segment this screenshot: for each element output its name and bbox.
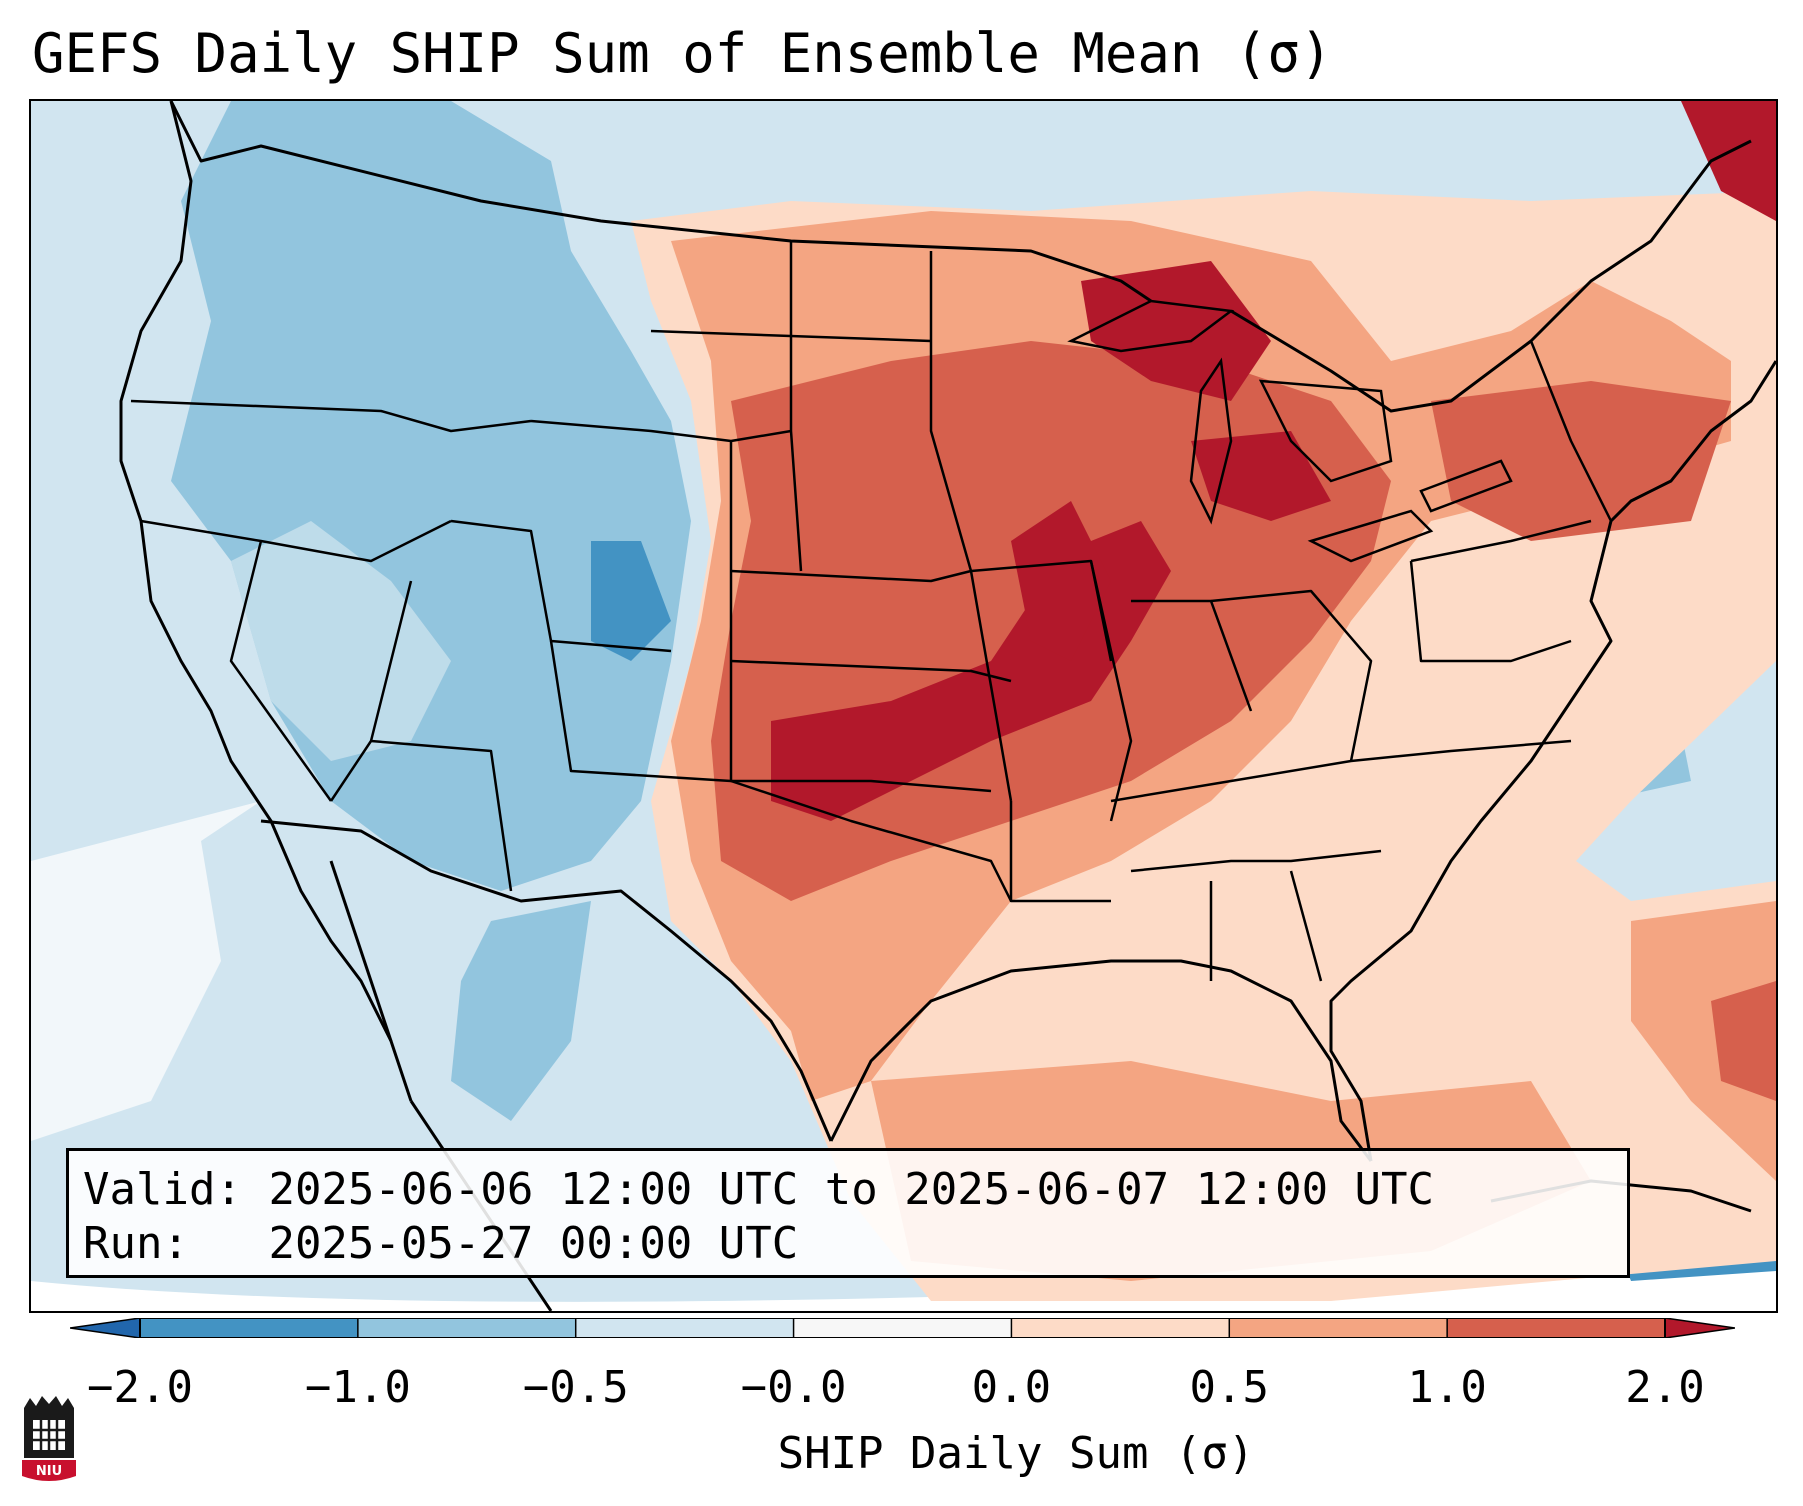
gulf-coastline bbox=[829, 959, 1373, 1162]
colorbar-bin bbox=[1011, 1318, 1230, 1338]
state-line-az bbox=[370, 739, 513, 892]
map-panel bbox=[29, 99, 1778, 1313]
valid-row: Valid: 2025-06-06 12:00 UTC to 2025-06-0… bbox=[83, 1163, 1627, 1217]
colorbar-tick-label: 1.0 bbox=[1407, 1362, 1487, 1413]
colorbar-tick-label: −2.0 bbox=[87, 1362, 193, 1413]
lake-michigan-outline bbox=[1189, 357, 1233, 525]
colorbar-tick-label: −0.0 bbox=[740, 1362, 847, 1413]
colorbar-tick-label: −1.0 bbox=[304, 1362, 411, 1413]
quebec-max-region bbox=[1681, 101, 1776, 221]
run-value: 2025-05-27 00:00 UTC bbox=[268, 1218, 799, 1269]
state-line-new-england bbox=[1529, 340, 1613, 522]
valid-label: Valid: bbox=[83, 1164, 242, 1215]
pacific-neutral bbox=[31, 801, 261, 1141]
state-borders bbox=[130, 241, 1613, 982]
colorbar-tick-label: −0.5 bbox=[522, 1362, 629, 1413]
canada-border-west bbox=[169, 101, 1152, 303]
state-line-ms-al-ga bbox=[1130, 849, 1382, 873]
colorbar-label: SHIP Daily Sum (σ) bbox=[777, 1428, 1255, 1479]
colorbar-tick-label: 0.5 bbox=[1189, 1362, 1270, 1413]
lake-erie-outline bbox=[1307, 509, 1434, 563]
state-line-pa-md bbox=[1409, 560, 1572, 663]
colorbar-bin bbox=[357, 1318, 577, 1338]
state-line-dakotas bbox=[789, 241, 803, 572]
atlantic-medium-red bbox=[1631, 901, 1776, 1181]
mexico-blue-region bbox=[451, 901, 591, 1121]
colorbar-bin bbox=[575, 1318, 795, 1338]
country-borders bbox=[119, 101, 1776, 1311]
map-svg bbox=[31, 101, 1776, 1311]
state-line-or-id bbox=[130, 399, 532, 433]
state-line-nd-sd bbox=[650, 329, 932, 343]
colorado-strong-blue bbox=[591, 541, 671, 661]
atlantic-coastline bbox=[1329, 360, 1776, 1162]
colorbar-bin bbox=[1447, 1318, 1666, 1338]
state-line-nv-north bbox=[140, 519, 452, 563]
colorbar-bin bbox=[1229, 1318, 1448, 1338]
lake-superior-outline bbox=[1067, 299, 1235, 353]
map-title: GEFS Daily SHIP Sum of Ensemble Mean (σ) bbox=[32, 22, 1333, 85]
state-line-ga bbox=[1289, 870, 1323, 982]
colorbar-bin bbox=[793, 1318, 1012, 1338]
state-line-tn-nc bbox=[1110, 739, 1572, 803]
state-line-ca-nv bbox=[229, 540, 333, 802]
nevada-light-region bbox=[231, 521, 451, 761]
run-info-box: Valid: 2025-06-06 12:00 UTC to 2025-06-0… bbox=[66, 1148, 1630, 1278]
state-line-mn-ia-mo bbox=[929, 251, 1013, 802]
pacific-coastline bbox=[119, 101, 413, 1102]
great-lakes-max-region bbox=[1081, 261, 1271, 401]
state-line-ut-co bbox=[450, 519, 672, 653]
niu-logo: NIU bbox=[22, 1396, 76, 1481]
colorbar-tick-label: 2.0 bbox=[1625, 1362, 1705, 1413]
state-line-ne-ks bbox=[730, 569, 972, 583]
baja-inner-coast bbox=[329, 860, 393, 1042]
colorbar-tick-label: 0.0 bbox=[971, 1362, 1052, 1413]
valid-value: 2025-06-06 12:00 UTC to 2025-06-07 12:00… bbox=[268, 1164, 1435, 1215]
mexico-border bbox=[260, 819, 833, 1142]
run-row: Run: 2025-05-27 00:00 UTC bbox=[83, 1217, 1627, 1271]
atlantic-strong-red bbox=[1711, 981, 1776, 1101]
colorbar-extend-high bbox=[1664, 1318, 1735, 1338]
logo-window-grid bbox=[33, 1420, 65, 1450]
state-line-pa-ny bbox=[1410, 519, 1592, 563]
state-line-red-river bbox=[730, 779, 1013, 902]
colorbar-extend-low bbox=[70, 1318, 141, 1338]
state-line-ks-ok bbox=[730, 659, 1012, 683]
colorbar-bin bbox=[140, 1318, 359, 1338]
colorbar bbox=[70, 1318, 1735, 1338]
run-label: Run: bbox=[83, 1218, 189, 1269]
state-line-oh-wv bbox=[1210, 589, 1373, 762]
logo-banner bbox=[22, 1460, 76, 1481]
state-line-wy bbox=[530, 419, 792, 443]
logo-text: NIU bbox=[36, 1464, 62, 1479]
state-line-il-ms bbox=[1089, 560, 1133, 822]
lake-ontario-outline bbox=[1419, 459, 1513, 513]
iowa-max-region bbox=[1011, 501, 1111, 661]
michigan-max-region bbox=[1191, 431, 1331, 521]
